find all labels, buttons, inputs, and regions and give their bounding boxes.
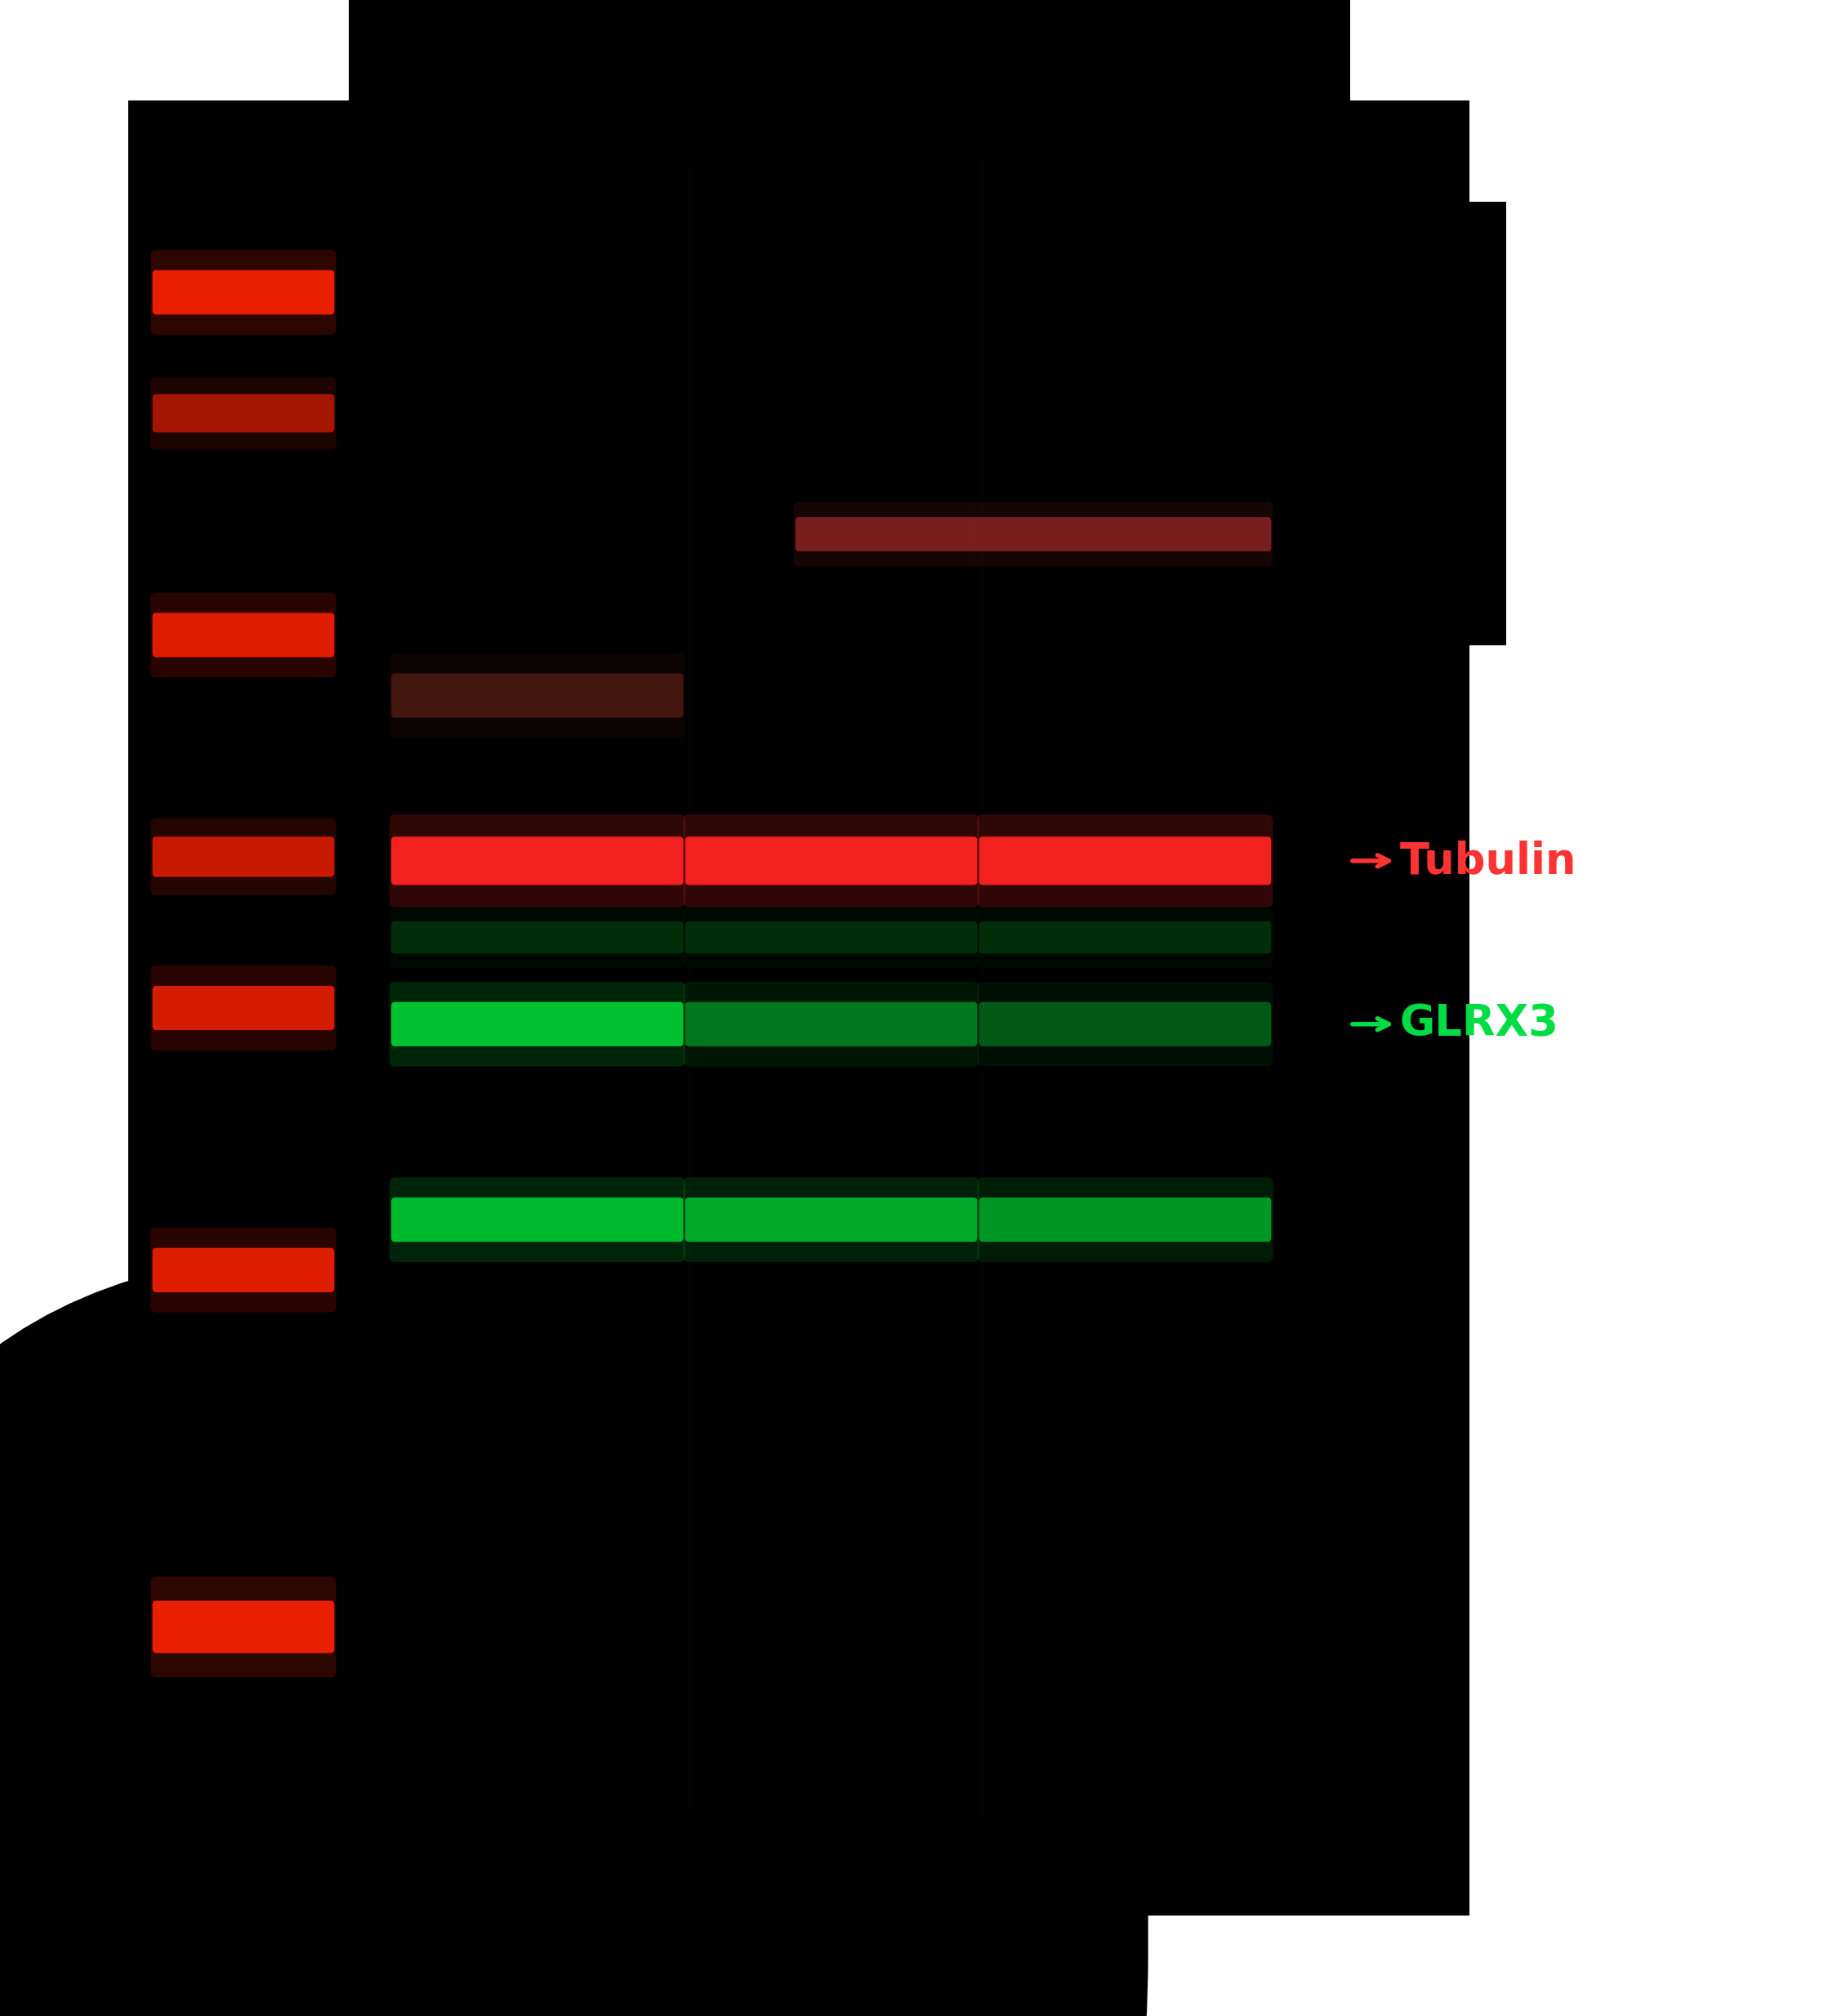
FancyBboxPatch shape [152,1248,334,1292]
FancyBboxPatch shape [391,1198,683,1242]
FancyBboxPatch shape [391,673,683,718]
FancyBboxPatch shape [977,982,1273,1066]
FancyBboxPatch shape [152,837,334,877]
FancyBboxPatch shape [152,393,334,431]
FancyBboxPatch shape [152,986,334,1030]
FancyBboxPatch shape [977,814,1273,907]
FancyBboxPatch shape [151,377,336,450]
FancyBboxPatch shape [151,1577,336,1677]
FancyBboxPatch shape [977,907,1273,968]
Text: GLRX3: GLRX3 [1400,1002,1560,1046]
FancyBboxPatch shape [1341,202,1506,645]
FancyBboxPatch shape [349,0,1350,161]
FancyBboxPatch shape [0,1310,1075,2016]
FancyBboxPatch shape [389,907,685,968]
FancyBboxPatch shape [683,982,979,1066]
FancyBboxPatch shape [389,982,685,1066]
FancyBboxPatch shape [152,1601,334,1653]
FancyBboxPatch shape [685,1002,977,1046]
FancyBboxPatch shape [979,1198,1271,1242]
FancyBboxPatch shape [152,270,334,314]
FancyBboxPatch shape [151,818,336,895]
FancyBboxPatch shape [391,921,683,954]
FancyBboxPatch shape [979,837,1271,885]
FancyBboxPatch shape [685,837,977,885]
FancyBboxPatch shape [389,653,685,738]
FancyBboxPatch shape [979,1002,1271,1046]
FancyBboxPatch shape [151,1228,336,1312]
FancyBboxPatch shape [685,1198,977,1242]
FancyBboxPatch shape [152,613,334,657]
FancyBboxPatch shape [391,1002,683,1046]
FancyBboxPatch shape [795,516,1271,550]
FancyBboxPatch shape [683,1177,979,1262]
FancyBboxPatch shape [683,907,979,968]
FancyBboxPatch shape [0,1250,1148,2016]
FancyBboxPatch shape [151,966,336,1050]
FancyBboxPatch shape [391,837,683,885]
FancyBboxPatch shape [389,1177,685,1262]
FancyBboxPatch shape [129,101,1470,1915]
FancyBboxPatch shape [977,1177,1273,1262]
FancyBboxPatch shape [389,814,685,907]
FancyBboxPatch shape [794,502,1273,566]
FancyBboxPatch shape [151,250,336,335]
FancyBboxPatch shape [151,593,336,677]
FancyBboxPatch shape [685,921,977,954]
FancyBboxPatch shape [683,814,979,907]
Text: Tubulin: Tubulin [1400,839,1576,883]
FancyBboxPatch shape [979,921,1271,954]
